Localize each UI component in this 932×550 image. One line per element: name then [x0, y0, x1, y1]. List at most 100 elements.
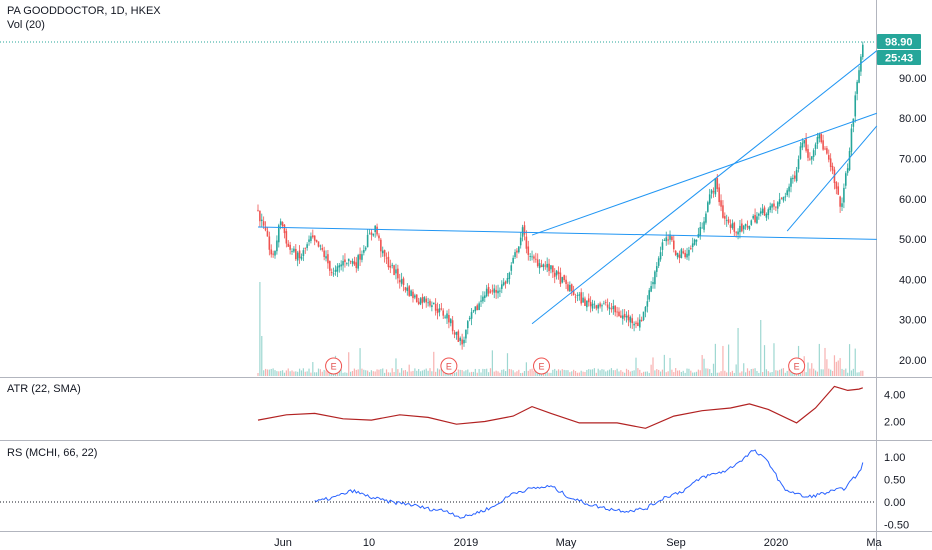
candle-body [761, 208, 764, 214]
volume-bar [315, 372, 318, 376]
candle-body [329, 261, 331, 271]
candle-body [814, 144, 817, 149]
volume-bar [737, 328, 739, 376]
volume-bar [573, 369, 575, 376]
candle-body [338, 265, 341, 268]
atr-line [257, 385, 863, 429]
volume-bar [470, 371, 473, 376]
rs-legend: RS (MCHI, 66, 22) [7, 447, 97, 459]
volume-bar [472, 371, 475, 376]
candle-body [472, 310, 475, 312]
candle-body [614, 305, 617, 313]
volume-bar [779, 369, 781, 376]
candle-body [478, 303, 480, 310]
volume-bar [622, 371, 624, 376]
candle-body [308, 239, 310, 242]
volume-bar [578, 372, 580, 376]
candle-body [684, 252, 686, 258]
volume-bar [380, 369, 382, 376]
candle-body [332, 273, 335, 275]
rs-tick-label: 0.00 [884, 497, 905, 509]
volume-bar [272, 368, 274, 376]
volume-bar [801, 370, 803, 376]
volume-bar [533, 370, 535, 376]
volume-bar [699, 370, 701, 376]
volume-bar [493, 371, 495, 376]
candle-body [718, 187, 720, 203]
volume-bar [501, 369, 503, 376]
candle-body [837, 186, 840, 195]
candle-body [555, 270, 558, 276]
candle-body [536, 259, 539, 267]
candle-body [748, 225, 751, 230]
volume-bar [378, 369, 380, 376]
candle-body [610, 308, 613, 310]
volume-bar [703, 358, 705, 376]
candle-body [296, 252, 299, 261]
candle-body [629, 316, 632, 323]
volume-bar [845, 368, 847, 376]
candle-body [412, 291, 414, 299]
earnings-marker-label: E [446, 362, 452, 372]
candle-body [306, 244, 308, 248]
candle-body [529, 256, 531, 257]
volume-bar [720, 371, 722, 376]
volume-bar [705, 368, 707, 376]
volume-bar [847, 372, 849, 376]
volume-bar [302, 368, 304, 376]
volume-bar [474, 368, 476, 376]
volume-bar [268, 369, 270, 376]
candle-body [276, 240, 278, 252]
volume-bar [820, 369, 822, 376]
volume-bar [259, 282, 261, 376]
candle-body [807, 148, 809, 158]
volume-bar [599, 370, 601, 376]
candle-body [657, 258, 660, 266]
volume-bar [355, 369, 357, 376]
volume-bar [291, 370, 293, 376]
volume-bar [724, 370, 726, 376]
candle-body [844, 173, 847, 186]
volume-bar [852, 368, 854, 376]
candle-body [799, 146, 802, 159]
candle-body [559, 272, 562, 285]
volume-bar [418, 368, 420, 376]
candle-body [504, 281, 507, 284]
volume-bar [826, 359, 828, 376]
volume-bar [824, 347, 826, 376]
volume-bar [391, 368, 393, 376]
volume-bar [531, 368, 533, 376]
volume-bar [491, 350, 493, 376]
volume-bar [582, 371, 584, 376]
volume-bar [365, 370, 367, 376]
volume-bar [590, 369, 592, 376]
volume-bar [304, 371, 306, 376]
volume-bar [264, 368, 267, 376]
candle-body [544, 265, 547, 267]
volume-bar [816, 371, 819, 376]
volume-bar [686, 368, 688, 376]
candle-body [803, 140, 806, 144]
time-tick-label: Sep [666, 537, 686, 549]
candle-body [858, 70, 860, 83]
candle-body [574, 296, 577, 298]
volume-bar [306, 371, 308, 376]
volume-bar [684, 372, 686, 376]
candle-body [400, 279, 403, 284]
volume-bar [786, 370, 788, 376]
volume-bar [752, 368, 754, 376]
volume-bar [631, 370, 633, 376]
candle-body [414, 295, 416, 298]
candle-body [584, 298, 586, 307]
volume-bar [620, 370, 622, 376]
candle-body [690, 248, 692, 250]
volume-bar [442, 371, 444, 376]
time-tick-label: May [556, 537, 577, 549]
candle-body [703, 221, 705, 230]
volume-bar [811, 363, 813, 376]
candle-body [432, 302, 435, 304]
candle-body [459, 337, 462, 341]
candle-body [260, 219, 263, 222]
candle-body [773, 203, 775, 207]
volume-bar [763, 345, 766, 376]
